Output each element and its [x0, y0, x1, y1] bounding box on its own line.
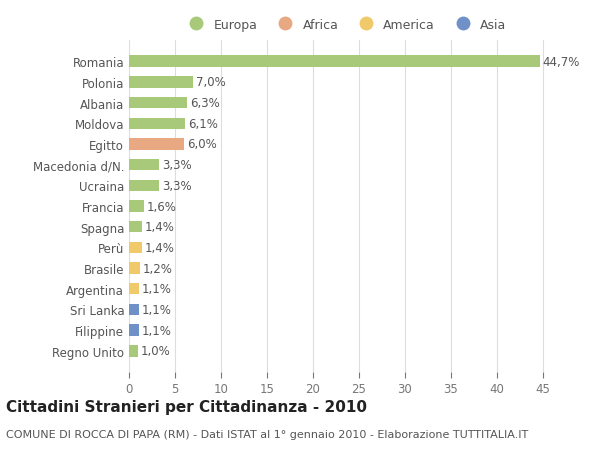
Bar — [129, 56, 540, 67]
Legend: Europa, Africa, America, Asia: Europa, Africa, America, Asia — [184, 19, 506, 32]
Bar — [129, 304, 139, 315]
Text: 1,6%: 1,6% — [146, 200, 176, 213]
Bar — [129, 222, 142, 233]
Bar — [129, 325, 139, 336]
Bar — [129, 284, 139, 295]
Text: 44,7%: 44,7% — [542, 56, 580, 68]
Bar — [129, 118, 185, 129]
Bar — [129, 242, 142, 253]
Text: 7,0%: 7,0% — [196, 76, 226, 89]
Bar — [129, 263, 140, 274]
Text: 6,0%: 6,0% — [187, 138, 217, 151]
Text: 1,4%: 1,4% — [145, 221, 175, 234]
Bar — [129, 180, 160, 191]
Text: 1,1%: 1,1% — [142, 303, 172, 316]
Text: 3,3%: 3,3% — [162, 159, 192, 172]
Text: 3,3%: 3,3% — [162, 179, 192, 192]
Text: 6,3%: 6,3% — [190, 97, 220, 110]
Bar — [129, 139, 184, 150]
Bar — [129, 77, 193, 88]
Bar — [129, 201, 144, 212]
Text: 1,1%: 1,1% — [142, 324, 172, 337]
Bar — [129, 98, 187, 109]
Text: Cittadini Stranieri per Cittadinanza - 2010: Cittadini Stranieri per Cittadinanza - 2… — [6, 399, 367, 414]
Text: COMUNE DI ROCCA DI PAPA (RM) - Dati ISTAT al 1° gennaio 2010 - Elaborazione TUTT: COMUNE DI ROCCA DI PAPA (RM) - Dati ISTA… — [6, 429, 528, 439]
Text: 1,0%: 1,0% — [141, 345, 170, 358]
Text: 1,4%: 1,4% — [145, 241, 175, 254]
Bar — [129, 346, 138, 357]
Text: 1,2%: 1,2% — [143, 262, 173, 275]
Bar — [129, 160, 160, 171]
Text: 1,1%: 1,1% — [142, 283, 172, 296]
Text: 6,1%: 6,1% — [188, 118, 218, 130]
